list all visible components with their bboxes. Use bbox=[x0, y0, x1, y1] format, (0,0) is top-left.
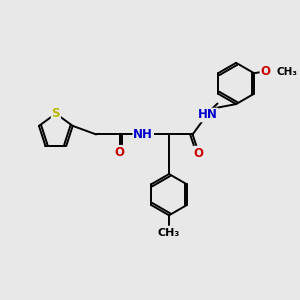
Text: O: O bbox=[115, 146, 125, 159]
Text: HN: HN bbox=[197, 109, 218, 122]
Text: CH₃: CH₃ bbox=[158, 228, 180, 238]
Text: NH: NH bbox=[133, 128, 153, 141]
Text: O: O bbox=[194, 147, 204, 160]
Text: S: S bbox=[52, 107, 60, 120]
Text: CH₃: CH₃ bbox=[276, 67, 297, 77]
Text: O: O bbox=[260, 65, 270, 78]
